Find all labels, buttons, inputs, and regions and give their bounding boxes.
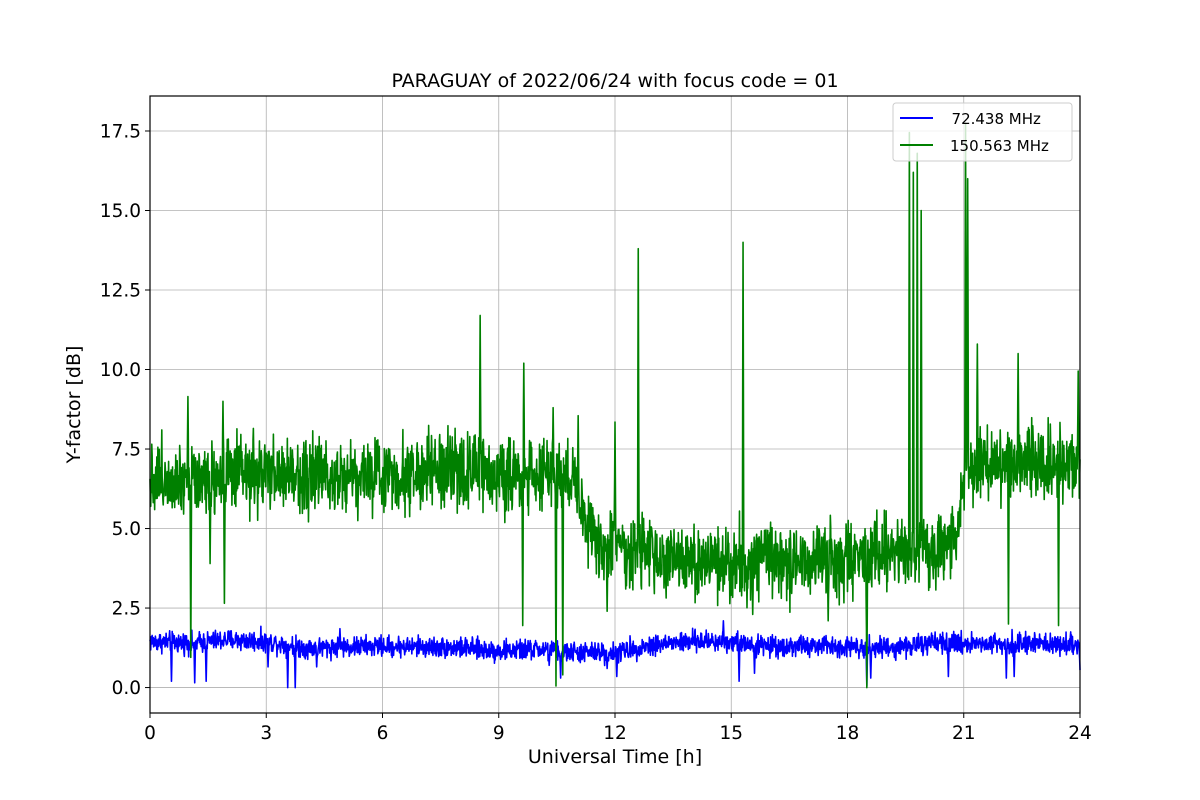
y-tick-label: 10.0 xyxy=(100,360,141,381)
x-tick-label: 24 xyxy=(1068,723,1092,744)
legend-box xyxy=(892,102,1073,162)
y-tick-label: 15.0 xyxy=(100,201,141,222)
x-axis-label: Universal Time [h] xyxy=(528,746,702,768)
y-tick-label: 7.5 xyxy=(112,440,141,461)
x-tick-label: 12 xyxy=(603,723,627,744)
y-tick-label: 17.5 xyxy=(100,121,141,142)
y-axis-label: Y-factor [dB] xyxy=(63,346,85,465)
x-tick-label: 3 xyxy=(260,723,272,744)
legend-label-72mhz: 72.438 MHz xyxy=(942,110,1041,128)
chart-title: PARAGUAY of 2022/06/24 with focus code =… xyxy=(391,70,838,92)
x-tick-label: 21 xyxy=(952,723,976,744)
x-tick-label: 0 xyxy=(144,723,156,744)
series-line-0 xyxy=(149,619,1081,689)
x-tick-label: 18 xyxy=(836,723,860,744)
y-tick-label: 2.5 xyxy=(112,599,141,620)
y-tick-label: 12.5 xyxy=(100,281,141,302)
y-tick-label: 0.0 xyxy=(112,678,141,699)
legend-label-150mhz: 150.563 MHz xyxy=(950,137,1049,155)
legend: 72.438 MHz 150.563 MHz xyxy=(892,102,1073,162)
series-line-1 xyxy=(149,122,1081,689)
y-tick-label: 5.0 xyxy=(112,519,141,540)
series-layer xyxy=(149,122,1081,689)
x-tick-label: 6 xyxy=(377,723,389,744)
x-tick-label: 15 xyxy=(719,723,743,744)
x-tick-label: 9 xyxy=(493,723,505,744)
axis-ticks: 0 3 6 9 12 15 18 21 24 0.0 2.5 5.0 7.5 10.0 12.5 15.0 17… xyxy=(100,121,1092,744)
